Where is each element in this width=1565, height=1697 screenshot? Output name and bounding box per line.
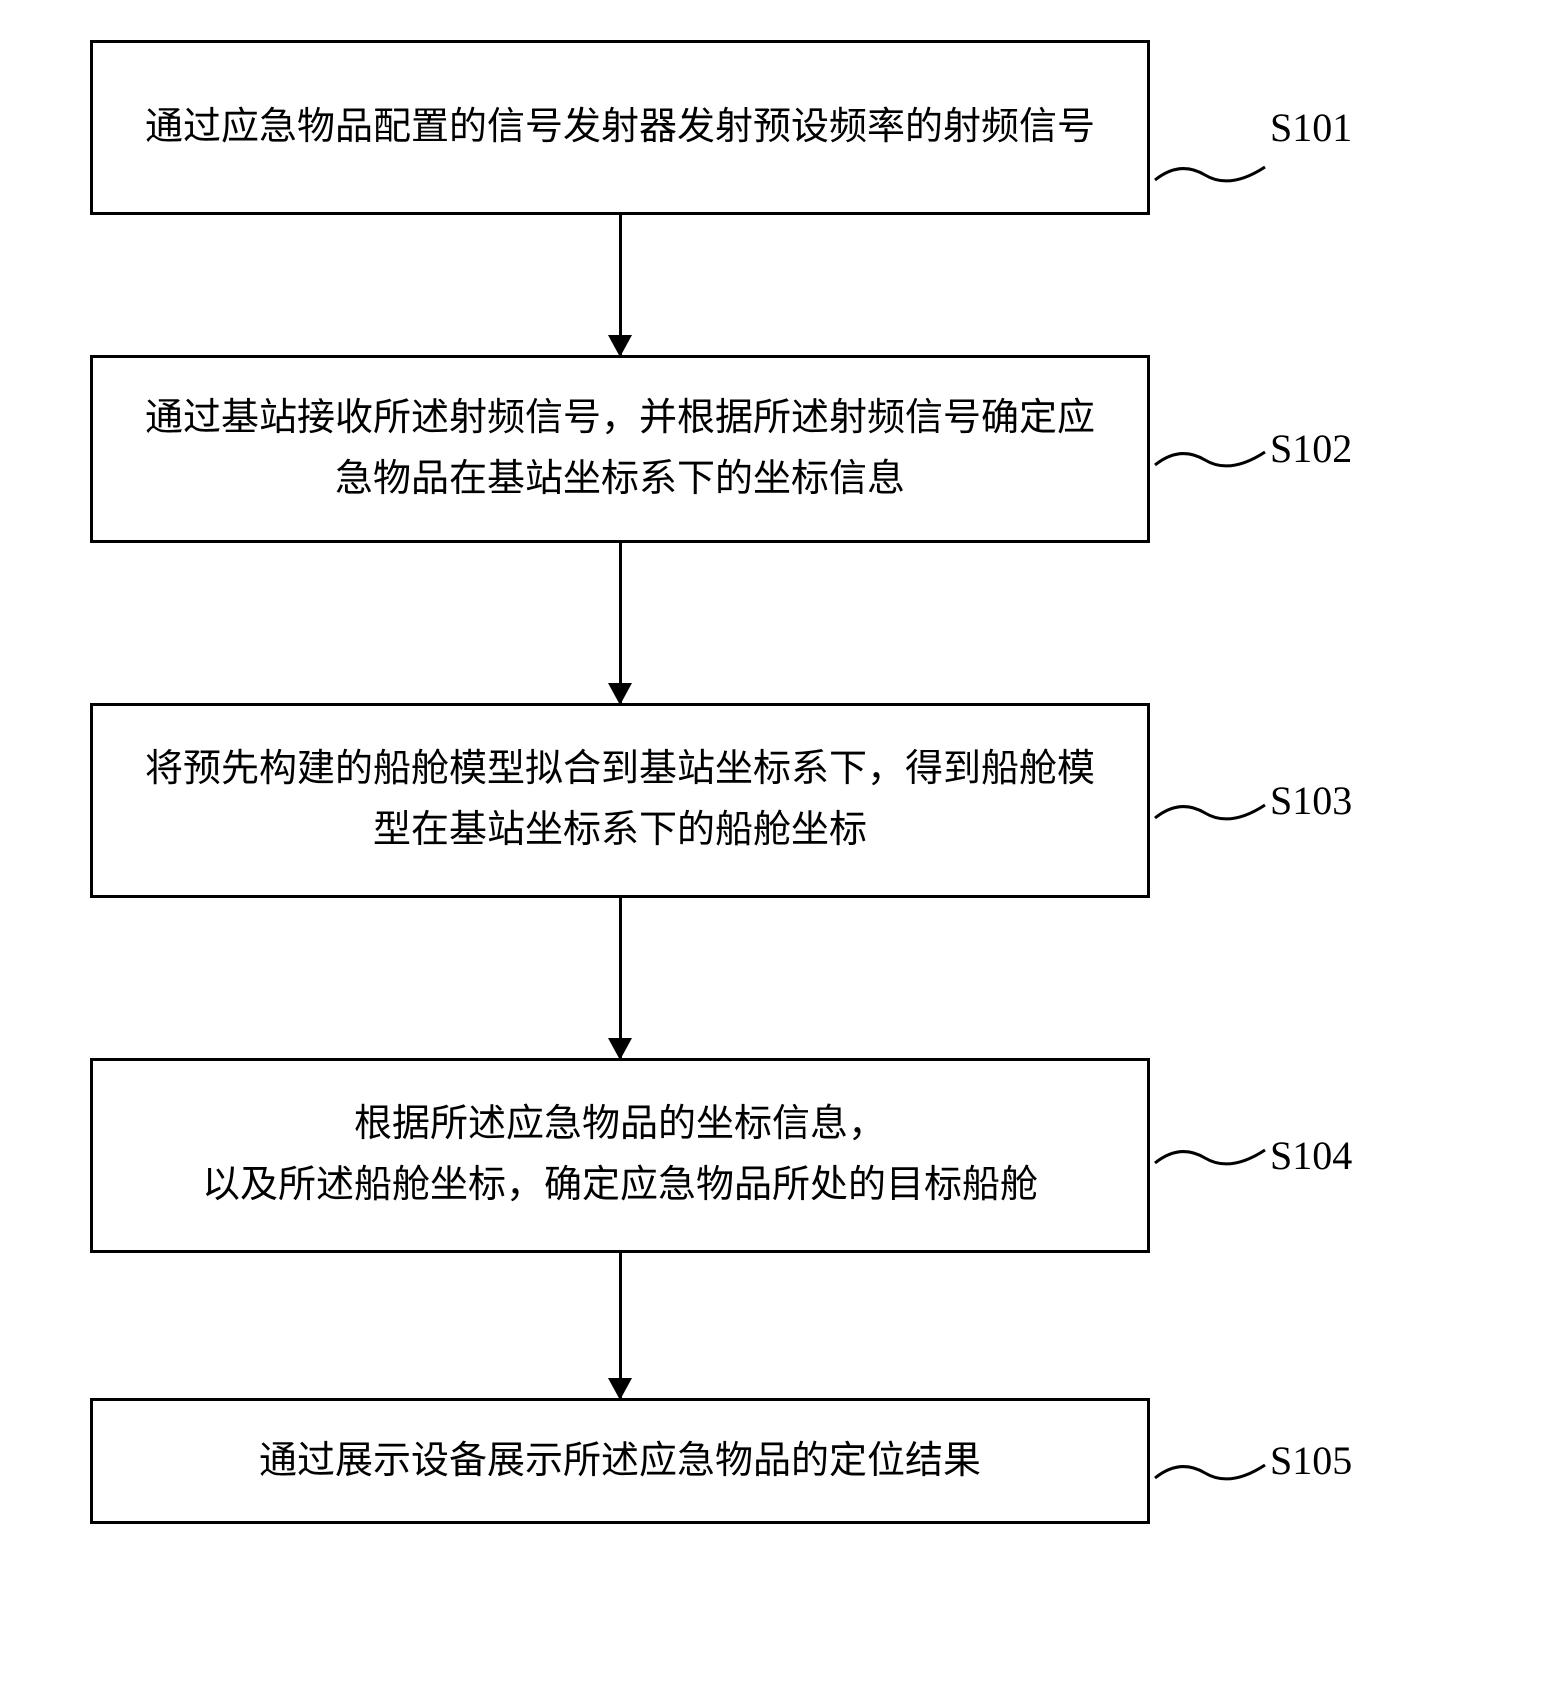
step-label: S101 [1270,104,1352,151]
step-text: 通过应急物品配置的信号发射器发射预设频率的射频信号 [145,97,1095,158]
step-box-s102: 通过基站接收所述射频信号，并根据所述射频信号确定应急物品在基站坐标系下的坐标信息 [90,355,1150,543]
arrow-head-icon [608,683,632,705]
step-label: S105 [1270,1437,1352,1484]
step-box-s104: 根据所述应急物品的坐标信息， 以及所述船舱坐标，确定应急物品所处的目标船舱 [90,1058,1150,1253]
connector-tilde-icon [1150,1453,1270,1493]
step-text: 通过基站接收所述射频信号，并根据所述射频信号确定应急物品在基站坐标系下的坐标信息 [133,388,1107,510]
connector-tilde-icon [1150,440,1270,480]
step-row: 根据所述应急物品的坐标信息， 以及所述船舱坐标，确定应急物品所处的目标船舱 S1… [90,1058,1470,1253]
step-text: 根据所述应急物品的坐标信息， 以及所述船舱坐标，确定应急物品所处的目标船舱 [202,1094,1038,1216]
step-label: S102 [1270,425,1352,472]
connector-tilde-icon [1150,155,1270,195]
step-row: 通过应急物品配置的信号发射器发射预设频率的射频信号 S101 [90,40,1470,215]
arrow-head-icon [608,335,632,357]
step-row: 通过展示设备展示所述应急物品的定位结果 S105 [90,1398,1470,1525]
step-box-s103: 将预先构建的船舱模型拟合到基站坐标系下，得到船舱模型在基站坐标系下的船舱坐标 [90,703,1150,898]
connector-tilde-icon [1150,793,1270,833]
step-row: 通过基站接收所述射频信号，并根据所述射频信号确定应急物品在基站坐标系下的坐标信息… [90,355,1470,543]
arrow-connector [90,898,1150,1058]
arrow-connector [90,543,1150,703]
step-text: 将预先构建的船舱模型拟合到基站坐标系下，得到船舱模型在基站坐标系下的船舱坐标 [133,739,1107,861]
arrow-head-icon [608,1038,632,1060]
step-box-s101: 通过应急物品配置的信号发射器发射预设频率的射频信号 [90,40,1150,215]
step-label: S103 [1270,777,1352,824]
connector-tilde-icon [1150,1138,1270,1178]
step-text: 通过展示设备展示所述应急物品的定位结果 [259,1431,981,1492]
step-box-s105: 通过展示设备展示所述应急物品的定位结果 [90,1398,1150,1525]
flowchart-container: 通过应急物品配置的信号发射器发射预设频率的射频信号 S101 通过基站接收所述射… [90,40,1470,1524]
arrow-connector [90,1253,1150,1398]
arrow-head-icon [608,1378,632,1400]
step-row: 将预先构建的船舱模型拟合到基站坐标系下，得到船舱模型在基站坐标系下的船舱坐标 S… [90,703,1470,898]
step-label: S104 [1270,1132,1352,1179]
arrow-connector [90,215,1150,355]
